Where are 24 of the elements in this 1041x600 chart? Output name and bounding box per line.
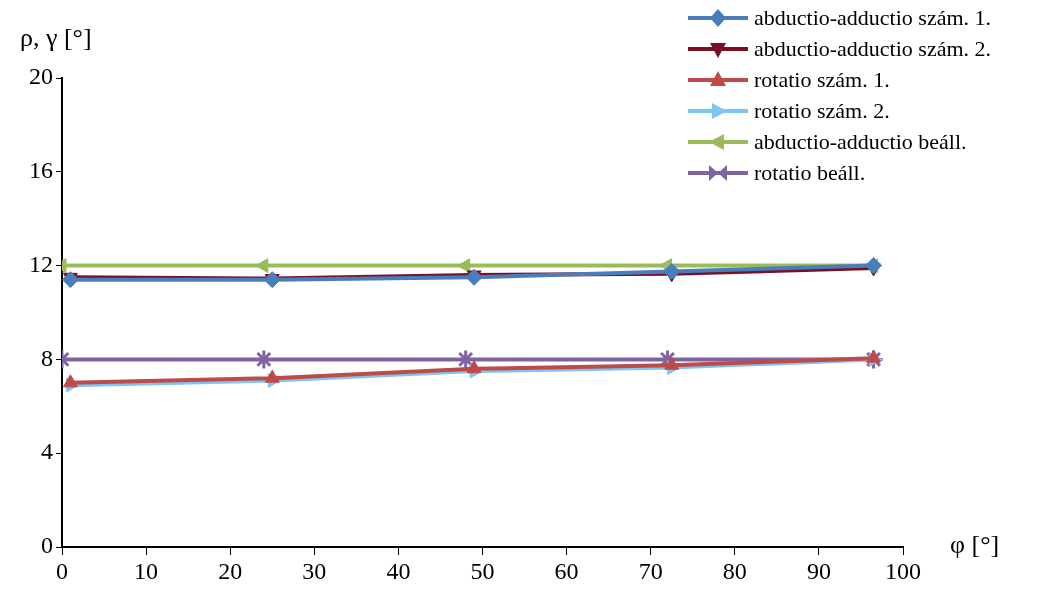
x-tick-label: 60	[554, 557, 579, 584]
y-tick-label: 12	[29, 250, 53, 277]
x-tick-label: 30	[302, 557, 327, 584]
x-tick-label: 100	[885, 557, 921, 584]
legend-label: abductio-adductio beáll.	[754, 128, 967, 156]
x-tick-label: 50	[470, 557, 495, 584]
legend-label: abductio-adductio szám. 1.	[754, 4, 992, 32]
y-tick-label: 16	[29, 157, 53, 184]
y-tick-label: 20	[29, 63, 53, 90]
x-tick-label: 40	[386, 557, 411, 584]
x-tick-label: 90	[806, 557, 831, 584]
legend-label: rotatio beáll.	[754, 159, 866, 187]
x-tick-label: 20	[218, 557, 243, 584]
x-axis-title: φ [°]	[950, 530, 1000, 559]
y-tick-label: 0	[41, 532, 53, 559]
y-axis-title: ρ, γ [°]	[20, 23, 92, 52]
x-tick-label: 80	[722, 557, 747, 584]
legend-label: rotatio szám. 1.	[754, 66, 890, 94]
y-tick-label: 8	[41, 344, 53, 371]
y-tick-label: 4	[41, 438, 53, 465]
x-tick-label: 10	[134, 557, 159, 584]
x-tick-label: 70	[638, 557, 663, 584]
legend-label: abductio-adductio szám. 2.	[754, 35, 992, 63]
legend-label: rotatio szám. 2.	[754, 97, 890, 125]
